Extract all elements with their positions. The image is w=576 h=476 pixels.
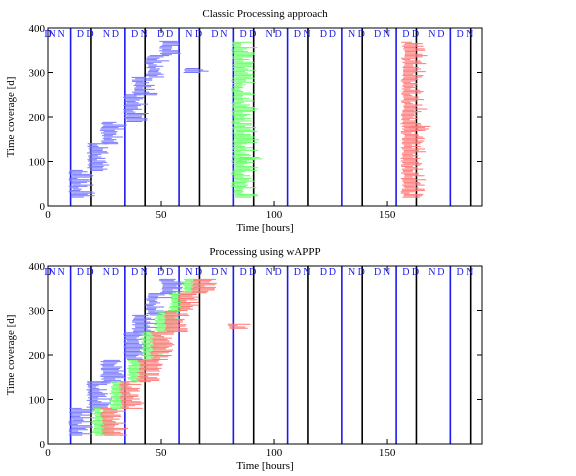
marker-label: D xyxy=(211,29,218,40)
marker-label: D xyxy=(112,267,119,278)
y-tick-label: 200 xyxy=(29,350,46,362)
marker-label: N xyxy=(466,267,473,278)
marker-label: D xyxy=(294,267,301,278)
marker-label: D xyxy=(412,29,419,40)
marker-label: N xyxy=(466,29,473,40)
y-tick-label: 0 xyxy=(40,439,46,451)
marker-label: D xyxy=(249,267,256,278)
marker-label: D xyxy=(166,29,173,40)
marker-label: D xyxy=(320,267,327,278)
marker-label: N xyxy=(48,29,55,40)
x-axis-label: Time [hours] xyxy=(236,460,293,472)
marker-label: D xyxy=(157,267,164,278)
marker-label: D xyxy=(211,267,218,278)
marker-label: N xyxy=(185,267,192,278)
marker-label: D xyxy=(274,29,281,40)
marker-label: D xyxy=(249,29,256,40)
marker-label: N xyxy=(428,267,435,278)
y-tick-label: 400 xyxy=(29,23,46,35)
marker-label: N xyxy=(265,29,272,40)
marker-label: D xyxy=(358,29,365,40)
marker-label: D xyxy=(329,267,336,278)
marker-label: D xyxy=(374,29,381,40)
marker-label: N xyxy=(265,267,272,278)
marker-label: D xyxy=(77,29,84,40)
chart-title: Processing using wAPPP xyxy=(209,246,320,258)
marker-label: N xyxy=(57,29,64,40)
x-tick-label: 100 xyxy=(266,447,283,459)
marker-label: N xyxy=(383,267,390,278)
marker-label: D xyxy=(402,29,409,40)
marker-label: D xyxy=(358,267,365,278)
marker-label: D xyxy=(437,267,444,278)
marker-label: D xyxy=(195,267,202,278)
y-tick-label: 400 xyxy=(29,261,46,273)
y-axis-label: Time coverage [d] xyxy=(5,77,17,158)
marker-label: N xyxy=(103,267,110,278)
x-tick-label: 0 xyxy=(45,209,51,221)
x-tick-label: 100 xyxy=(266,209,283,221)
x-tick-label: 50 xyxy=(156,209,168,221)
marker-label: D xyxy=(402,267,409,278)
series-1 xyxy=(68,278,185,436)
marker-label: N xyxy=(48,267,55,278)
marker-label: D xyxy=(239,267,246,278)
marker-label: N xyxy=(57,267,64,278)
y-tick-label: 0 xyxy=(40,201,46,213)
marker-label: N xyxy=(348,29,355,40)
y-tick-label: 300 xyxy=(29,306,46,318)
marker-label: D xyxy=(456,267,463,278)
marker-label: D xyxy=(274,267,281,278)
marker-label: N xyxy=(185,29,192,40)
y-tick-label: 200 xyxy=(29,112,46,124)
marker-label: D xyxy=(320,29,327,40)
series-3 xyxy=(400,41,431,198)
marker-label: D xyxy=(437,29,444,40)
marker-label: D xyxy=(131,267,138,278)
x-tick-label: 150 xyxy=(379,447,396,459)
marker-label: D xyxy=(294,29,301,40)
marker-label: D xyxy=(329,29,336,40)
chart-title: Classic Processing approach xyxy=(202,8,328,20)
y-tick-label: 100 xyxy=(29,157,46,169)
marker-label: N xyxy=(220,29,227,40)
marker-label: N xyxy=(141,29,148,40)
marker-label: D xyxy=(166,267,173,278)
y-axis-label: Time coverage [d] xyxy=(5,315,17,396)
marker-label: D xyxy=(86,29,93,40)
x-axis-label: Time [hours] xyxy=(236,222,293,234)
marker-label: D xyxy=(77,267,84,278)
marker-label: D xyxy=(195,29,202,40)
x-tick-label: 0 xyxy=(45,447,51,459)
marker-label: D xyxy=(112,29,119,40)
marker-label: N xyxy=(303,29,310,40)
marker-label: D xyxy=(131,29,138,40)
marker-label: N xyxy=(428,29,435,40)
marker-label: D xyxy=(456,29,463,40)
y-tick-label: 300 xyxy=(29,68,46,80)
x-tick-label: 50 xyxy=(156,447,168,459)
marker-label: D xyxy=(86,267,93,278)
marker-label: N xyxy=(103,29,110,40)
series-2 xyxy=(231,41,263,198)
series-3 xyxy=(99,278,251,436)
marker-label: N xyxy=(348,267,355,278)
x-tick-label: 150 xyxy=(379,209,396,221)
marker-label: N xyxy=(303,267,310,278)
marker-label: D xyxy=(412,267,419,278)
marker-label: D xyxy=(239,29,246,40)
marker-label: D xyxy=(374,267,381,278)
marker-label: N xyxy=(220,267,227,278)
marker-label: D xyxy=(157,29,164,40)
marker-label: N xyxy=(383,29,390,40)
marker-label: N xyxy=(141,267,148,278)
y-tick-label: 100 xyxy=(29,395,46,407)
series-1 xyxy=(68,40,209,198)
